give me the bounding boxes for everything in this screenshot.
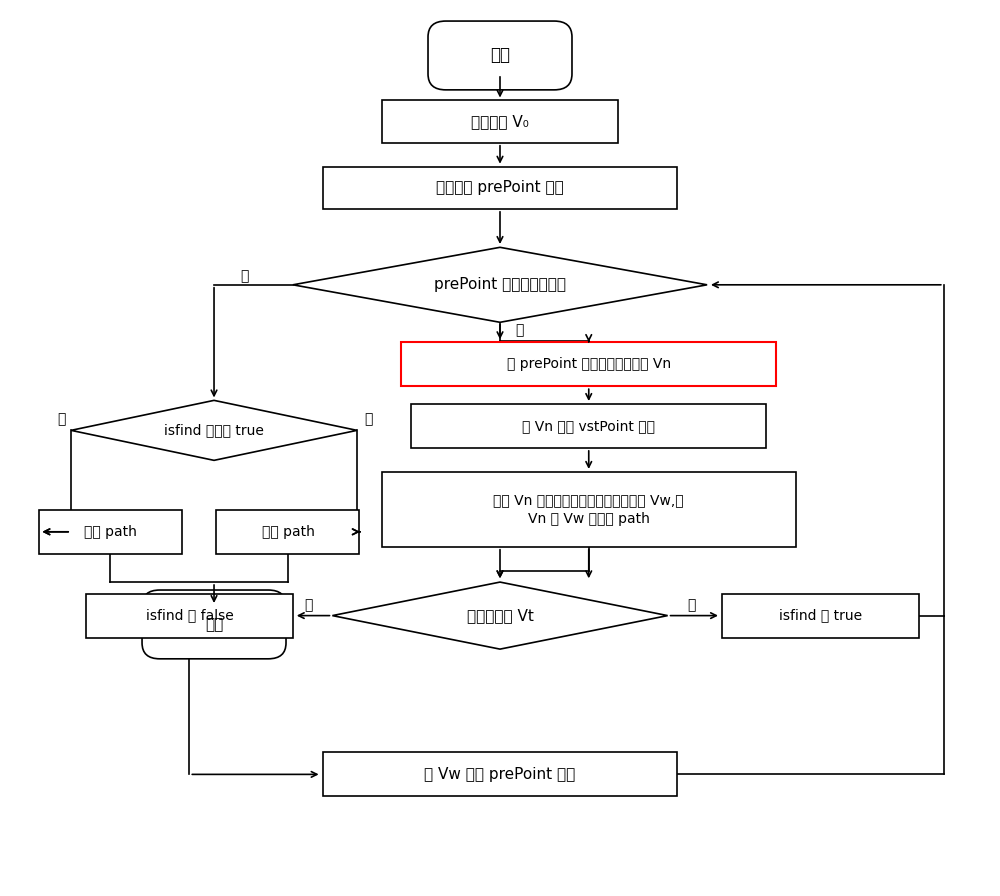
Text: 是: 是 [364,412,372,426]
Text: 是: 是 [515,323,523,338]
Polygon shape [293,247,707,323]
Text: 输入起点 V₀: 输入起点 V₀ [471,114,529,129]
FancyBboxPatch shape [401,342,776,386]
FancyBboxPatch shape [216,510,359,554]
FancyBboxPatch shape [322,753,677,797]
Text: prePoint 序列中是否有值: prePoint 序列中是否有值 [434,277,566,292]
Text: 从 prePoint 序列取出一个顶点 Vn: 从 prePoint 序列取出一个顶点 Vn [507,358,671,371]
FancyBboxPatch shape [86,593,293,638]
FancyBboxPatch shape [382,100,618,142]
Text: 是否有终点 Vt: 是否有终点 Vt [467,608,533,623]
Text: 将 Vw 加入 prePoint 序列: 将 Vw 加入 prePoint 序列 [424,767,576,782]
Text: 结束: 结束 [205,617,223,632]
Text: isfind 为 false: isfind 为 false [146,608,233,623]
Text: 是: 是 [687,598,696,612]
FancyBboxPatch shape [428,22,572,90]
FancyBboxPatch shape [722,593,919,638]
Text: 起点加入 prePoint 序列: 起点加入 prePoint 序列 [436,180,564,195]
FancyBboxPatch shape [382,472,796,547]
FancyBboxPatch shape [39,510,182,554]
Text: isfind 为 true: isfind 为 true [779,608,862,623]
Text: 否: 否 [240,269,249,283]
Polygon shape [332,582,668,649]
Text: 否: 否 [304,598,313,612]
Text: isfind 是否为 true: isfind 是否为 true [164,423,264,437]
Text: 开始: 开始 [490,47,510,65]
Text: 将 Vn 加入 vstPoint 序列: 将 Vn 加入 vstPoint 序列 [522,419,655,433]
FancyBboxPatch shape [411,404,766,448]
Text: 保留 path: 保留 path [262,525,314,538]
Text: 清空 path: 清空 path [84,525,137,538]
Text: 取出 Vn 所有上游相邻且未被访问顶点 Vw,将
Vn 和 Vw 记录到 path: 取出 Vn 所有上游相邻且未被访问顶点 Vw,将 Vn 和 Vw 记录到 pat… [493,493,684,527]
Polygon shape [71,401,357,461]
FancyBboxPatch shape [322,167,677,209]
Text: 否: 否 [58,412,66,426]
FancyBboxPatch shape [142,590,286,659]
